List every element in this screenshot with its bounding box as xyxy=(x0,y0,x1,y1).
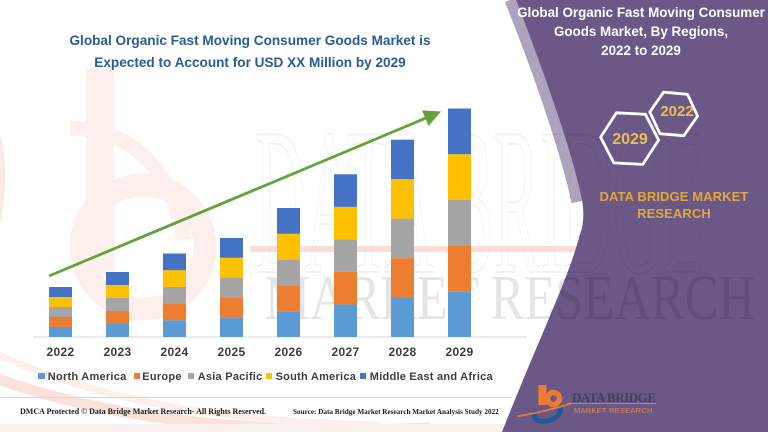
svg-text:MARKET RESEARCH: MARKET RESEARCH xyxy=(574,406,654,415)
svg-text:DATA BRIDGE: DATA BRIDGE xyxy=(255,86,705,318)
svg-text:DATA BRIDGE: DATA BRIDGE xyxy=(572,390,656,405)
